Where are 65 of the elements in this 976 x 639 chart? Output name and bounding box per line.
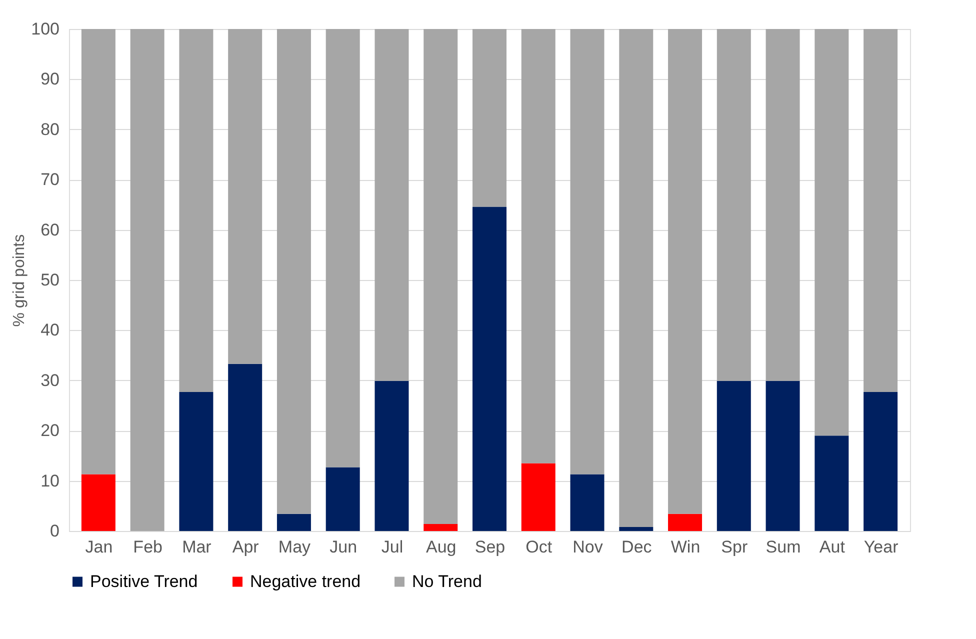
x-tick-label: Mar — [182, 538, 212, 556]
bar — [276, 514, 311, 531]
x-tick-label: Win — [670, 538, 700, 556]
legend-label: No Trend — [412, 572, 482, 591]
x-tick-label: Feb — [133, 538, 162, 556]
x-tick-label: Oct — [526, 538, 552, 556]
y-tick-label: 60 — [40, 220, 60, 240]
y-tick-label: 100 — [31, 20, 60, 38]
legend-label: Negative trend — [250, 572, 361, 591]
x-tick-label: Sep — [474, 538, 506, 556]
bar — [668, 514, 702, 531]
bar — [326, 467, 360, 531]
bar — [619, 29, 654, 527]
y-axis-title: % grid points — [11, 234, 28, 327]
bar — [716, 29, 751, 381]
bar — [864, 392, 898, 531]
x-tick-label: Jul — [381, 538, 404, 556]
bar — [864, 29, 898, 392]
x-tick-label: Apr — [232, 538, 260, 556]
x-tick-label: Spr — [721, 538, 748, 556]
bar — [228, 364, 262, 531]
bar — [521, 29, 556, 464]
bar — [472, 29, 506, 207]
bar — [424, 524, 458, 531]
y-tick-label: 10 — [40, 471, 60, 490]
x-tick-label: Aug — [426, 538, 456, 556]
bar — [472, 206, 506, 531]
x-tick-label: Aut — [819, 538, 846, 556]
x-tick-label: Nov — [572, 538, 604, 556]
bar — [424, 29, 458, 524]
bar — [814, 436, 849, 531]
bar — [81, 474, 116, 531]
x-tick-label: May — [278, 538, 312, 556]
bar — [619, 526, 654, 531]
y-tick-label: 50 — [40, 270, 60, 290]
legend-label: Positive Trend — [90, 572, 198, 591]
y-tick-label: 70 — [40, 170, 60, 190]
x-tick-label: Dec — [622, 538, 652, 556]
bar — [276, 29, 311, 514]
bar — [81, 29, 116, 474]
y-tick-label: 20 — [40, 421, 60, 440]
bar — [766, 380, 800, 531]
bar — [179, 29, 214, 392]
bar — [228, 29, 262, 364]
y-tick-label: 30 — [40, 370, 60, 390]
y-tick-label: 80 — [40, 120, 60, 139]
bar — [374, 29, 409, 381]
bar — [570, 29, 604, 474]
x-tick-label: Jun — [330, 538, 358, 556]
bar — [814, 29, 849, 436]
bar — [374, 380, 409, 531]
bar — [179, 392, 214, 531]
bar — [521, 463, 556, 531]
bar — [570, 474, 604, 531]
x-tick-label: Jan — [85, 538, 113, 556]
bar — [130, 29, 164, 531]
x-tick-label: Year — [864, 538, 899, 556]
y-tick-label: 0 — [50, 522, 60, 540]
bar — [326, 29, 360, 468]
x-tick-label: Sum — [766, 538, 801, 556]
y-tick-label: 90 — [40, 70, 60, 89]
bar — [716, 380, 751, 531]
bar — [668, 29, 702, 514]
y-tick-label: 40 — [40, 320, 60, 340]
bar — [766, 29, 800, 381]
